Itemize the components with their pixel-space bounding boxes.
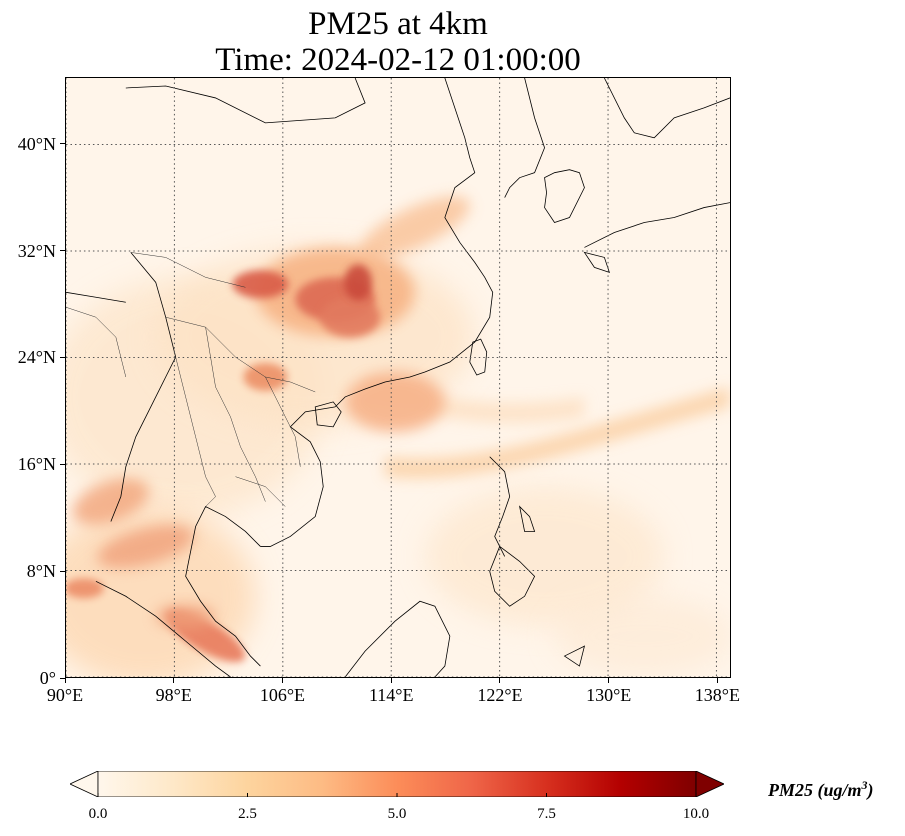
xtick-mark-3 [390, 678, 392, 683]
pm25-field [66, 78, 730, 677]
xtick-label-1: 98°E [155, 685, 192, 705]
colorbar-tick-label-3: 7.5 [537, 806, 556, 822]
colorbar [70, 771, 724, 797]
ytick-label-2: 16°N [17, 454, 56, 475]
colorbar-extend-max [695, 771, 724, 797]
xtick-label-4: 122°E [477, 685, 523, 705]
gridlines [66, 78, 730, 677]
ytick-mark-5 [60, 143, 65, 145]
xtick-mark-2 [281, 678, 283, 683]
colorbar-label-close: ) [867, 780, 874, 800]
colorbar-extend-min [70, 771, 99, 797]
ytick-mark-4 [60, 250, 65, 252]
ytick-mark-1 [60, 570, 65, 572]
xtick-mark-6 [716, 678, 718, 683]
ytick-label-5: 40°N [17, 133, 56, 154]
xtick-mark-5 [608, 678, 610, 683]
ytick-label-3: 24°N [17, 347, 56, 368]
xtick-label-0: 90°E [46, 685, 84, 705]
ytick-label-4: 32°N [17, 240, 56, 261]
ytick-mark-0 [60, 677, 65, 679]
colorbar-label-text: PM25 (ug/m [768, 780, 862, 800]
xtick-mark-4 [499, 678, 501, 683]
xtick-label-5: 130°E [586, 685, 632, 705]
ytick-mark-2 [60, 463, 65, 465]
colorbar-tick-label-2: 5.0 [387, 806, 407, 822]
map-plot [66, 78, 730, 677]
xtick-label-6: 138°E [694, 685, 740, 705]
map-panel [65, 77, 731, 678]
ytick-label-1: 8°N [26, 561, 56, 582]
xtick-label-3: 114°E [368, 685, 414, 705]
colorbar-label-superscript: 3 [861, 778, 868, 792]
map-subtitle-time: Time: 2024-02-12 01:00:00 [215, 42, 581, 78]
colorbar-ticks [97, 793, 697, 797]
coastlines [66, 78, 730, 677]
xtick-mark-0 [64, 678, 66, 683]
colorbar-tick-label-4: 10.0 [682, 806, 710, 822]
colorbar-tick-label-1: 2.5 [238, 806, 257, 822]
ytick-label-0: 0° [39, 668, 56, 688]
ytick-mark-3 [60, 356, 65, 358]
xtick-mark-1 [173, 678, 175, 683]
colorbar-label: PM25 (ug/m3) [768, 774, 874, 801]
colorbar-tick-label-0: 0.0 [88, 806, 108, 822]
xtick-label-2: 106°E [259, 685, 306, 705]
map-title: PM25 at 4km [308, 6, 488, 42]
